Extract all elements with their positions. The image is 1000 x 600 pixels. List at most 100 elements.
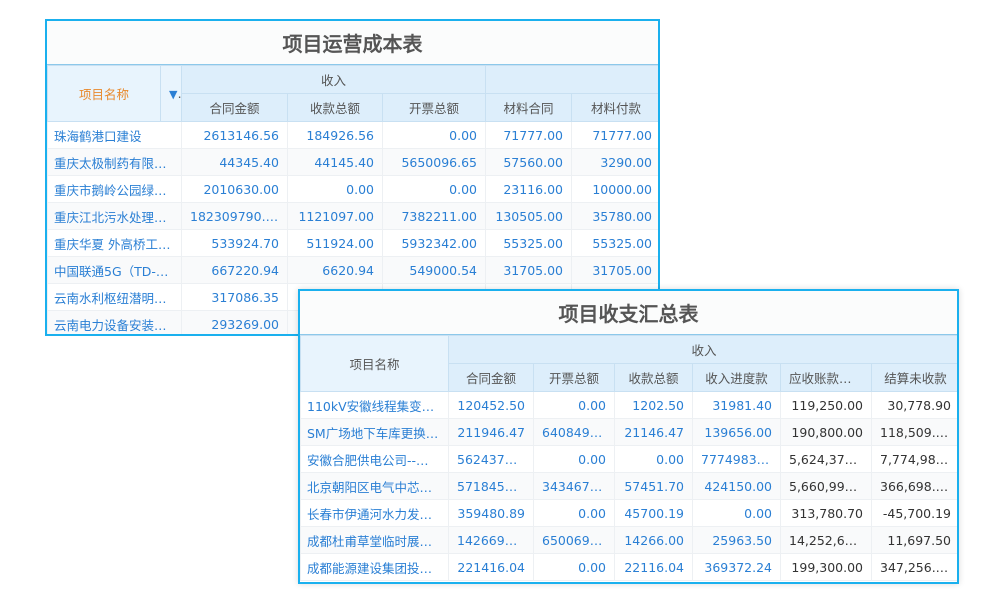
table-row: 中国联通5G（TD-SCDMA667220.946620.94549000.54…	[47, 256, 658, 284]
filter-dropdown-button[interactable]: ▼	[160, 65, 182, 122]
header-project-name[interactable]: 项目名称	[47, 65, 161, 122]
project-name-link[interactable]: 成都杜甫草堂临时展厅独立	[300, 526, 449, 554]
value-cell: 119,250.00	[780, 391, 872, 419]
table-row: 安徽合肥供电公司--配电设备5624376.000.000.007774983.…	[300, 445, 957, 473]
value-cell: 57451.70	[614, 472, 693, 500]
value-cell: 55325.00	[485, 229, 573, 257]
value-cell: 1202.50	[614, 391, 693, 419]
column-header[interactable]: 开票总额	[533, 363, 615, 392]
column-header[interactable]: 结算未收款	[870, 363, 957, 392]
value-cell: 120452.50	[448, 391, 534, 419]
value-cell: 21146.47	[614, 418, 693, 446]
project-name-link[interactable]: 重庆市鹅岭公园绿化景	[47, 175, 182, 203]
value-cell: 511924.00	[287, 229, 383, 257]
project-name-link[interactable]: 长春市伊通河水力发电厂改	[300, 499, 449, 527]
value-cell: 71777.00	[571, 121, 658, 149]
value-cell: 0.00	[533, 445, 615, 473]
value-cell: 14,252,688...	[780, 526, 872, 554]
column-header[interactable]: 合同金额	[448, 363, 534, 392]
project-name-link[interactable]: SM广场地下车库更换摄像机	[300, 418, 449, 446]
report-title: 项目收支汇总表	[300, 291, 957, 335]
project-name-link[interactable]: 重庆太极制药有限公司	[47, 148, 182, 176]
table-row: 重庆市鹅岭公园绿化景 2010630.00 0.00 0.00 23116.00 1000…	[47, 175, 658, 203]
column-header[interactable]: 收款总额	[287, 93, 383, 122]
value-cell: 0.00	[533, 499, 615, 527]
value-cell: 2010630.00	[181, 175, 288, 203]
value-cell: 5624376.00	[448, 445, 534, 473]
value-cell: 0.00	[533, 391, 615, 419]
column-header[interactable]: 收款总额	[614, 363, 693, 392]
column-header[interactable]: 收入进度款	[692, 363, 781, 392]
table-row: 成都能源建设集团投资有限 221416.04 0.00 22116.04 369372.…	[300, 553, 957, 581]
value-cell: 25963.50	[692, 526, 781, 554]
project-name-link[interactable]: 重庆华夏 外高桥工程设	[47, 229, 182, 257]
table-row: 长春市伊通河水力发电厂改 359480.89 0.00 45700.19 0.00 313…	[300, 499, 957, 527]
column-header[interactable]: 材料合同	[485, 93, 573, 122]
project-name-link[interactable]: 安徽合肥供电公司--配电设备	[300, 445, 449, 473]
value-cell: 211946.47	[448, 418, 534, 446]
project-name-link[interactable]: 云南电力设备安装有限	[47, 310, 182, 334]
value-cell: 31981.40	[692, 391, 781, 419]
value-cell: 182309790.00	[181, 202, 288, 230]
value-cell: 35780.00	[571, 202, 658, 230]
project-name-link[interactable]: 110kV安徽线程集变开断线	[300, 391, 449, 419]
value-cell: 64084954.65	[533, 418, 615, 446]
value-cell: 31705.00	[485, 256, 573, 284]
value-cell: 22116.04	[614, 553, 693, 581]
value-cell: 5,624,376.00	[780, 445, 872, 473]
table-row: 重庆江北污水处理厂级 182309790.00 1121097.00 7382211.…	[47, 202, 658, 230]
value-cell: 313,780.70	[780, 499, 872, 527]
table-row: SM广场地下车库更换摄像机211946.4764084954.6521146.4…	[300, 418, 957, 446]
value-cell: 184926.56	[287, 121, 383, 149]
value-cell: 65006909.60	[533, 526, 615, 554]
value-cell: 118,509.53	[870, 418, 957, 446]
value-cell: 359480.89	[448, 499, 534, 527]
value-cell: 221416.04	[448, 553, 534, 581]
value-cell: 369372.24	[692, 553, 781, 581]
column-header[interactable]: 应收账款总额	[780, 363, 872, 392]
value-cell: 0.00	[533, 553, 615, 581]
summary-table: 项目名称 收入 合同金额 开票总额 收款总额 收入进度款 应收账款总额 结算未收款 110…	[300, 335, 957, 581]
header-project-name[interactable]: 项目名称	[300, 335, 449, 392]
table-row: 重庆华夏 外高桥工程设 533924.70 511924.00 5932342.00 5…	[47, 229, 658, 257]
value-cell: 0.00	[287, 175, 383, 203]
project-name-link[interactable]: 成都能源建设集团投资有限	[300, 553, 449, 581]
value-cell: 317086.35	[181, 283, 288, 311]
value-cell: 30,778.90	[870, 391, 957, 419]
project-name-link[interactable]: 云南水利枢纽潜明水库	[47, 283, 182, 311]
value-cell: 533924.70	[181, 229, 288, 257]
column-header[interactable]: 合同金额	[181, 93, 288, 122]
project-name-link[interactable]: 北京朝阳区电气中芯特气系统	[300, 472, 449, 500]
header-group-empty	[485, 65, 658, 94]
value-cell: 11,697.50	[870, 526, 957, 554]
value-cell: 1121097.00	[287, 202, 383, 230]
value-cell: 23116.00	[485, 175, 573, 203]
header-group-income: 收入	[180, 65, 487, 94]
column-header[interactable]: 开票总额	[381, 93, 487, 122]
value-cell: 44145.40	[287, 148, 383, 176]
value-cell: 667220.94	[181, 256, 288, 284]
value-cell: 7774983.67	[692, 445, 781, 473]
value-cell: 3290.00	[571, 148, 658, 176]
table-row: 珠海鹤港口建设 2613146.56 184926.56 0.00 71777.00 71…	[47, 121, 658, 149]
project-name-link[interactable]: 珠海鹤港口建设	[47, 121, 182, 149]
table-row: 北京朝阳区电气中芯特气系统5718451.17343467765.557451.…	[300, 472, 957, 500]
value-cell: 0.00	[614, 445, 693, 473]
value-cell: 0.00	[381, 175, 487, 203]
value-cell: 199,300.00	[780, 553, 872, 581]
value-cell: 347,256.20	[870, 553, 957, 581]
header-group-income: 收入	[447, 335, 957, 364]
column-header[interactable]: 材料付款	[571, 93, 658, 122]
value-cell: 424150.00	[692, 472, 781, 500]
value-cell: 14266.00	[614, 526, 693, 554]
value-cell: 549000.54	[381, 256, 487, 284]
value-cell: 7,774,983....	[870, 445, 957, 473]
value-cell: 0.00	[692, 499, 781, 527]
value-cell: 44345.40	[181, 148, 288, 176]
value-cell: 10000.00	[571, 175, 658, 203]
project-name-link[interactable]: 中国联通5G（TD-SCDMA	[47, 256, 182, 284]
value-cell: 293269.00	[181, 310, 288, 334]
value-cell: 5932342.00	[381, 229, 487, 257]
value-cell: 0.00	[381, 121, 487, 149]
project-name-link[interactable]: 重庆江北污水处理厂级	[47, 202, 182, 230]
